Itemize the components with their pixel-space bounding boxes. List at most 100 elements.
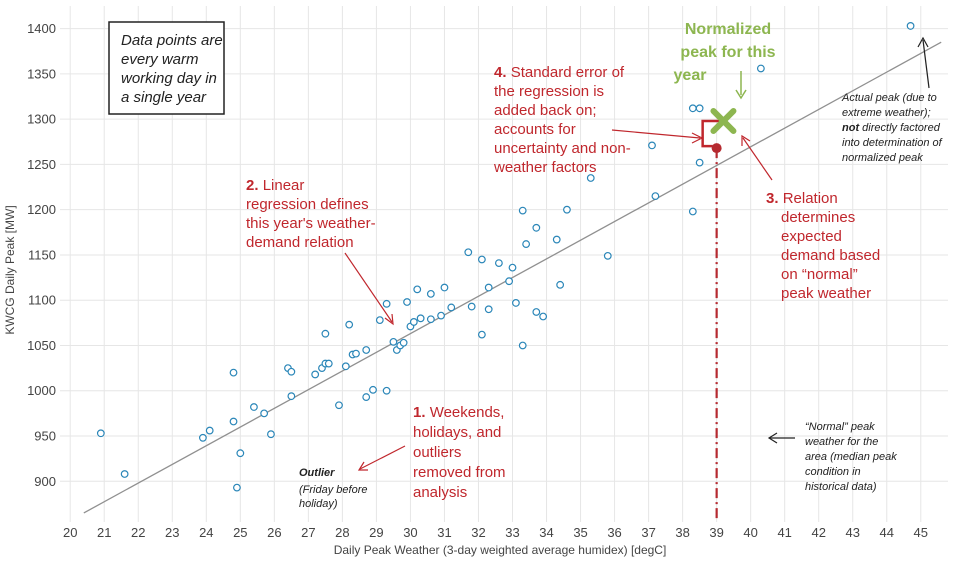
x-axis-title: Daily Peak Weather (3-day weighted avera… bbox=[334, 543, 667, 557]
x-tick-label: 38 bbox=[675, 525, 689, 540]
annotation-normal-weather: “Normal” peak weather for the area (medi… bbox=[767, 421, 897, 493]
data-point bbox=[382, 299, 391, 308]
data-point bbox=[426, 289, 435, 298]
data-point bbox=[518, 341, 527, 350]
data-point bbox=[409, 318, 418, 326]
x-tick-label: 23 bbox=[165, 525, 179, 540]
ann1-line: analysis bbox=[413, 484, 467, 501]
data-point bbox=[695, 158, 704, 167]
data-point bbox=[532, 223, 541, 232]
data-point bbox=[403, 298, 411, 306]
data-point bbox=[651, 192, 660, 201]
data-point bbox=[287, 392, 296, 401]
data-points bbox=[96, 22, 915, 492]
ann4-line: the regression is bbox=[494, 83, 604, 100]
data-point bbox=[532, 308, 541, 316]
normal-line: area (median peak bbox=[805, 451, 897, 463]
y-tick-label: 1400 bbox=[27, 21, 56, 36]
x-tick-label: 43 bbox=[846, 525, 860, 540]
y-tick-label: 1350 bbox=[27, 66, 56, 81]
data-point bbox=[369, 385, 377, 394]
actual-line: into determination of bbox=[842, 137, 943, 149]
data-point bbox=[233, 483, 241, 492]
ann4-line: uncertainty and non- bbox=[494, 140, 631, 157]
x-tick-label: 26 bbox=[267, 525, 281, 540]
svg-text:4. Standard error of: 4. Standard error of bbox=[494, 64, 625, 81]
actual-line: directly factored bbox=[862, 122, 941, 134]
y-axis-title: KWCG Daily Peak [MW] bbox=[3, 205, 17, 334]
outlier-line: holiday) bbox=[299, 498, 338, 510]
ann4-line: accounts for bbox=[494, 121, 576, 138]
x-tick-label: 27 bbox=[301, 525, 315, 540]
data-point bbox=[416, 314, 425, 323]
data-point bbox=[120, 470, 129, 478]
annotation-1: 1. Weekends, holidays, and outliers remo… bbox=[357, 404, 506, 501]
data-point bbox=[556, 280, 565, 289]
data-point bbox=[413, 285, 422, 294]
expected-demand-point bbox=[711, 143, 722, 154]
data-point bbox=[389, 337, 398, 346]
x-tick-label: 35 bbox=[573, 525, 587, 540]
y-axis-ticks: 900 950 1000 1050 1100 1150 1200 1250 1300 1350 14… bbox=[27, 21, 56, 489]
ann2-line: regression defines bbox=[246, 196, 369, 213]
box-line: working day in bbox=[121, 70, 217, 87]
data-point bbox=[477, 330, 486, 339]
data-point bbox=[508, 263, 517, 272]
data-point bbox=[352, 349, 360, 358]
ann4-line: Standard error of bbox=[511, 64, 625, 81]
y-tick-label: 1050 bbox=[27, 338, 56, 353]
data-point bbox=[648, 141, 656, 150]
outlier-title: Outlier bbox=[299, 467, 335, 479]
data-point bbox=[321, 329, 330, 338]
data-point bbox=[205, 426, 214, 435]
x-tick-label: 22 bbox=[131, 525, 145, 540]
data-point bbox=[906, 22, 915, 30]
y-tick-label: 1100 bbox=[28, 293, 56, 308]
data-point bbox=[382, 386, 391, 395]
ann3-line: expected bbox=[781, 228, 842, 245]
ann3-line: demand based bbox=[781, 247, 880, 264]
x-tick-label: 32 bbox=[471, 525, 485, 540]
data-point bbox=[464, 248, 473, 257]
data-point bbox=[198, 433, 207, 442]
ann3-line: on “normal” bbox=[781, 266, 858, 283]
actual-line: normalized peak bbox=[842, 152, 923, 164]
data-point bbox=[512, 299, 520, 307]
ann1-line: outliers bbox=[413, 444, 461, 461]
ann1-line: removed from bbox=[413, 464, 506, 481]
box-line: every warm bbox=[121, 51, 199, 68]
y-tick-label: 1000 bbox=[27, 383, 56, 398]
data-point bbox=[688, 104, 697, 113]
data-point bbox=[505, 277, 514, 286]
ann3-line: peak weather bbox=[781, 285, 871, 302]
data-point bbox=[440, 283, 449, 292]
y-tick-label: 950 bbox=[34, 429, 56, 444]
y-tick-label: 1200 bbox=[27, 202, 56, 217]
actual-line: Actual peak (due to bbox=[841, 92, 937, 104]
x-axis-ticks: 20 21 22 23 24 25 26 27 28 29 30 31 32 33 34 35 36 37 38 39… bbox=[63, 525, 928, 540]
data-point bbox=[426, 315, 435, 324]
data-point bbox=[362, 346, 371, 354]
normal-line: weather for the bbox=[805, 436, 878, 448]
normalized-peak-marker bbox=[710, 107, 737, 134]
ann3-line: determines bbox=[781, 209, 855, 226]
data-point bbox=[399, 338, 408, 347]
svg-text:1. Weekends,: 1. Weekends, bbox=[413, 404, 504, 421]
annotation-2: 2. Linear regression defines this year's… bbox=[246, 177, 394, 326]
data-point bbox=[756, 64, 765, 73]
data-point bbox=[563, 205, 571, 214]
ann3-number: 3. bbox=[766, 190, 779, 207]
data-point bbox=[362, 393, 371, 401]
y-tick-label: 1300 bbox=[27, 112, 56, 127]
annotation-outlier: Outlier (Friday before holiday) bbox=[299, 467, 367, 510]
normalized-line: year bbox=[674, 67, 707, 84]
data-point bbox=[311, 370, 320, 379]
x-tick-label: 44 bbox=[880, 525, 894, 540]
ann3-line: Relation bbox=[783, 190, 838, 207]
data-point bbox=[96, 429, 105, 438]
x-tick-label: 33 bbox=[505, 525, 519, 540]
x-tick-label: 40 bbox=[743, 525, 757, 540]
data-point bbox=[437, 311, 445, 320]
x-tick-label: 28 bbox=[335, 525, 349, 540]
data-point bbox=[324, 359, 333, 368]
